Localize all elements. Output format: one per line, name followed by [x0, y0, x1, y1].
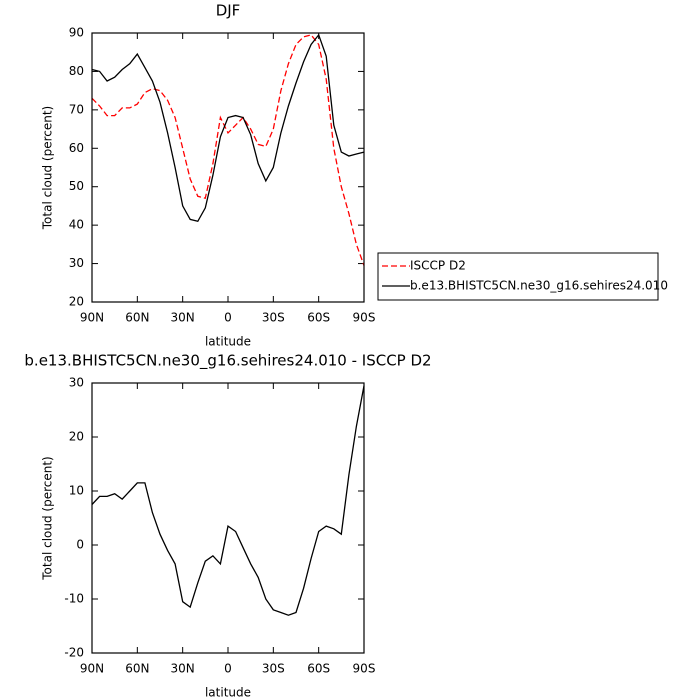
x-axis-label: latitude [205, 686, 251, 700]
data-line [91, 385, 365, 616]
y-tick-label: 20 [69, 295, 84, 309]
x-tick-label: 30S [262, 311, 285, 325]
y-axis-label: Total cloud (percent) [41, 456, 55, 580]
x-tick-label: 60S [307, 662, 330, 676]
x-tick-label: 60N [125, 311, 149, 325]
x-tick-label: 0 [224, 662, 232, 676]
x-tick-label: 90S [353, 311, 376, 325]
y-tick-label: -20 [64, 646, 84, 660]
y-axis-label: Total cloud (percent) [41, 106, 55, 230]
y-tick-label: 60 [69, 141, 84, 155]
legend-box [377, 252, 659, 301]
y-tick-label: 90 [69, 26, 84, 40]
y-tick-label: 80 [69, 64, 84, 78]
x-tick-label: 90S [353, 662, 376, 676]
plot-frame [91, 32, 365, 303]
chart-title: DJF [216, 2, 241, 20]
x-tick-label: 60N [125, 662, 149, 676]
legend-label: b.e13.BHISTC5CN.ne30_g16.sehires24.010 [410, 279, 668, 293]
x-tick-label: 30N [171, 662, 195, 676]
x-tick-label: 30N [171, 311, 195, 325]
y-tick-label: 30 [69, 376, 84, 390]
x-axis-label: latitude [205, 335, 251, 349]
chart-title: b.e13.BHISTC5CN.ne30_g16.sehires24.010 -… [24, 352, 431, 371]
y-tick-label: 40 [69, 218, 84, 232]
x-tick-label: 90N [80, 662, 104, 676]
x-tick-label: 30S [262, 662, 285, 676]
data-line [91, 34, 365, 266]
y-tick-label: 70 [69, 102, 84, 116]
y-tick-label: 0 [76, 538, 84, 552]
y-tick-label: 30 [69, 256, 84, 270]
y-tick-label: -10 [64, 592, 84, 606]
y-tick-label: 20 [69, 430, 84, 444]
data-line [91, 33, 365, 223]
x-tick-label: 60S [307, 311, 330, 325]
y-tick-label: 50 [69, 179, 84, 193]
y-tick-label: 10 [69, 484, 84, 498]
plot-frame [91, 382, 365, 654]
x-tick-label: 90N [80, 311, 104, 325]
legend-label: ISCCP D2 [410, 259, 466, 273]
x-tick-label: 0 [224, 311, 232, 325]
